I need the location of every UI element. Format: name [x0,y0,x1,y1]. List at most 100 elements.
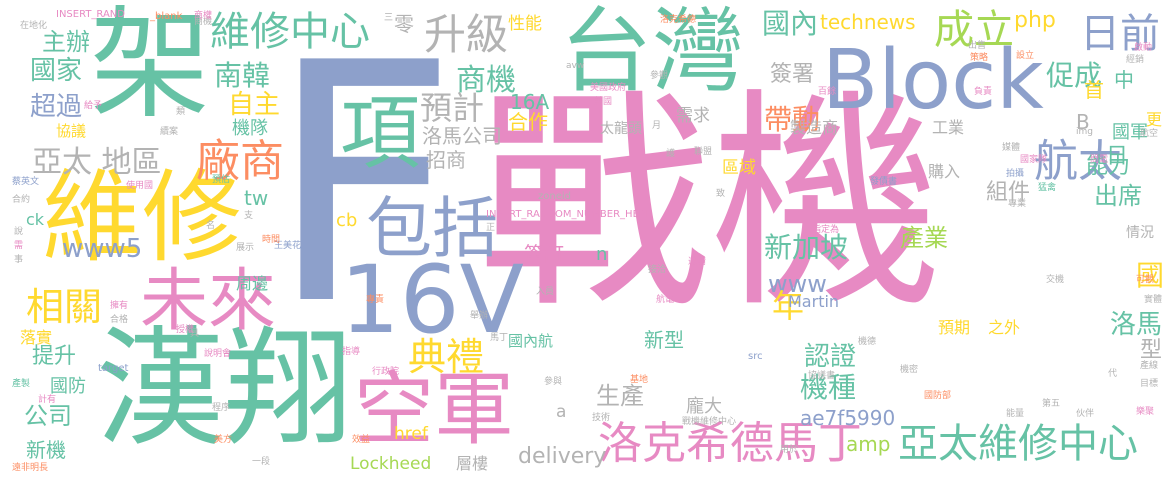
word-zjwxzx: 戰機維修中心 [682,417,737,427]
word-mengqin: 猛禽 [1038,183,1057,193]
word-ming: 名 [206,221,216,231]
word-meifang: 美方 [214,435,233,445]
word-usa: 美國 [594,97,613,107]
word-jia: 架 [90,0,210,135]
word-guojun: 國軍 [1112,122,1148,143]
word-mading: 馬丁 [490,333,509,343]
word-xieyishu: 協議書 [808,371,836,381]
word-apac-region: 亞太 地區 [32,145,162,180]
word-daidong: 帶動 [764,103,821,136]
word-jvban: 舉辦 [470,311,489,321]
word-yongyou: 擁有 [110,301,129,311]
word-guo: 國 [1136,259,1165,292]
word-php: php [1014,8,1056,33]
word-xuan: 續案 [160,127,179,137]
word-xinji: 新機 [26,438,66,462]
word-shouquan: 授權 [176,325,195,335]
word-guofang: 國防 [50,376,86,397]
word-chengli: 成立 [934,7,1014,53]
word-zheng: 正 [486,223,496,233]
word-xu: 需 [14,241,24,251]
word-shengji: 升級 [424,10,509,59]
word-faozhaishu: 發債書 [870,177,898,187]
word-hangkong: 航空 [1140,129,1159,139]
word-qianding: 簽訂 [524,242,564,266]
word-shuo: 說 [14,227,24,237]
word-blank: _blank [150,11,183,22]
word-xinxing: 新型 [644,328,684,352]
word-yongyu: 用於 [780,445,799,455]
word-nengli: 能力 [1086,154,1131,179]
word-zhanshi: 展示 [236,243,255,253]
word-zhi: 致 [716,189,726,199]
word-zhaoshang: 招商 [426,148,466,172]
word-qingkuang: 情況 [1126,225,1154,241]
word-zoneid: zoneid [538,191,571,202]
word-xieyi: 協議 [56,122,87,140]
word-16a: 16A [510,90,550,114]
word-tw: tw [244,186,269,210]
word-zhidingwei: 指定為 [812,225,840,235]
word-diwu: 第五 [1042,399,1061,409]
word-nengliang: 能量 [1006,409,1025,419]
word-shijian: 時間 [262,235,281,245]
word-ling: 零 [394,12,414,36]
word-baokuo: 包括 [366,190,498,267]
word-delivery: delivery [518,444,607,469]
word-ju: 具 [190,329,200,339]
word-xingzhengyuan: 行政院 [372,367,400,377]
word-mod: 國防部 [924,391,952,401]
word-usgov: 美國政府 [590,83,627,93]
word-changshang: 廠商 [196,136,284,187]
word-shangji-small: 商機 [194,17,213,27]
word-jingxiao: 經銷 [1126,55,1145,65]
word-href: href [394,424,428,444]
word-weixiu: 維修 [42,159,242,276]
word-gongsi: 公司 [24,402,72,430]
word-zhong: 中 [1114,68,1134,92]
word-luoshi: 落實 [20,328,53,347]
word-www5: www5 [62,234,143,264]
word-lockheedmartin-zh: 洛克希德馬丁 [598,418,862,469]
word-kongjun: 空軍 [354,363,514,456]
word-zhi2: 支 [244,211,254,221]
word-guoneihang: 國內航 [508,332,554,350]
word-canyu: 參與 [544,377,563,387]
word-insert-rand: INSERT_RAND [56,9,125,20]
word-tailongtou: 太龍頭 [600,121,642,137]
word-cenglou: 層樓 [456,454,489,473]
word-insert-random: INSERT_RANDOM_NUMBER_HERE [486,209,653,220]
word-zhidao: 指導 [342,347,361,357]
word-jishu: 技術 [592,413,611,423]
word-technews: technews [820,10,916,34]
word-yuanfei: 遠非明長 [12,463,49,473]
word-nian: 年 [772,287,805,325]
word-src: src [748,351,763,362]
word-guonei: 國內 [762,7,819,40]
word-jiyu: 給予 [84,101,103,111]
word-n: n [596,244,608,265]
word-lianmeng: 聯盟 [694,147,713,157]
word-zhuban: 主辦 [42,28,90,56]
word-xiaoyi: 效益 [352,435,371,445]
word-pangda: 龐大 [686,396,722,417]
word-ae7f5990: ae7f5990 [800,406,896,430]
word-hu: 護 [666,149,676,159]
word-zhuanze: 專責 [366,295,385,305]
word-jizhong: 機種 [800,371,857,404]
word-jimi: 機密 [900,365,919,375]
word-16v: 16V [340,246,524,355]
word-jieqia: 接洽 [648,265,667,275]
word-wendian: 問電 [1090,155,1109,165]
word-sheli: 設立 [1016,51,1035,61]
word-shuominghui: 說明會 [204,349,232,359]
word-meiti: 媒體 [1002,143,1021,153]
word-jidi: 基地 [630,375,649,385]
word-chanzhi: 產製 [12,379,31,389]
word-shangji: 商機 [456,63,516,98]
word-yuqi: 預期 [938,318,971,337]
word-jidui: 機隊 [232,118,268,139]
word-huoban: 伙伴 [1076,409,1095,419]
word-riqian: 日前 [1080,11,1160,57]
